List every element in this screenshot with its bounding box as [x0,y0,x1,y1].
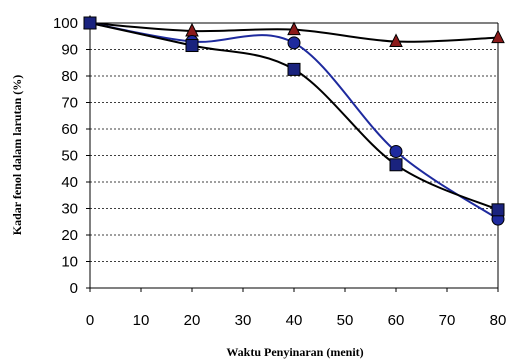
y-tick-labels: 0 10 20 30 40 50 60 70 80 90 100 [53,15,78,297]
data-point-square [287,62,301,76]
x-tick-label: 30 [235,312,252,329]
data-point-square [389,158,403,172]
y-tick-label: 20 [61,227,78,244]
x-tick-label: 50 [337,312,354,329]
y-tick-label: 90 [61,42,78,59]
series-layer [89,22,499,220]
y-axis-title: Kadar fenol dalam larutan (%) [10,75,24,235]
data-point-triangle [389,33,403,48]
series-line-circle [89,22,499,220]
x-tick-labels: 0 10 20 30 40 50 60 70 80 [86,312,507,329]
y-tick-label: 10 [61,254,78,271]
y-tick-label: 100 [53,15,78,32]
y-tick-label: 50 [61,148,78,165]
y-tick-label: 60 [61,121,78,138]
marker-layer [83,14,505,226]
y-tick-label: 70 [61,95,78,112]
y-tick-label: 40 [61,174,78,191]
x-tick-label: 60 [388,312,405,329]
grid-layer [90,49,498,262]
y-tick-label: 0 [70,280,78,297]
y-tick-label: 80 [61,68,78,85]
x-tick-label: 80 [490,312,507,329]
x-tick-label: 0 [86,312,94,329]
x-tick-label: 70 [439,312,456,329]
data-point-circle [389,145,403,159]
data-point-triangle [287,21,301,36]
data-point-circle [287,36,301,50]
data-point-square [491,203,505,217]
x-tick-label: 40 [286,312,303,329]
x-tick-label: 10 [133,312,150,329]
x-tick-label: 20 [184,312,201,329]
x-axis-title: Waktu Penyinaran (menit) [226,345,363,359]
y-tick-label: 30 [61,201,78,218]
data-point-triangle [491,29,505,44]
data-point-square [185,39,199,53]
data-point-square [83,16,97,30]
